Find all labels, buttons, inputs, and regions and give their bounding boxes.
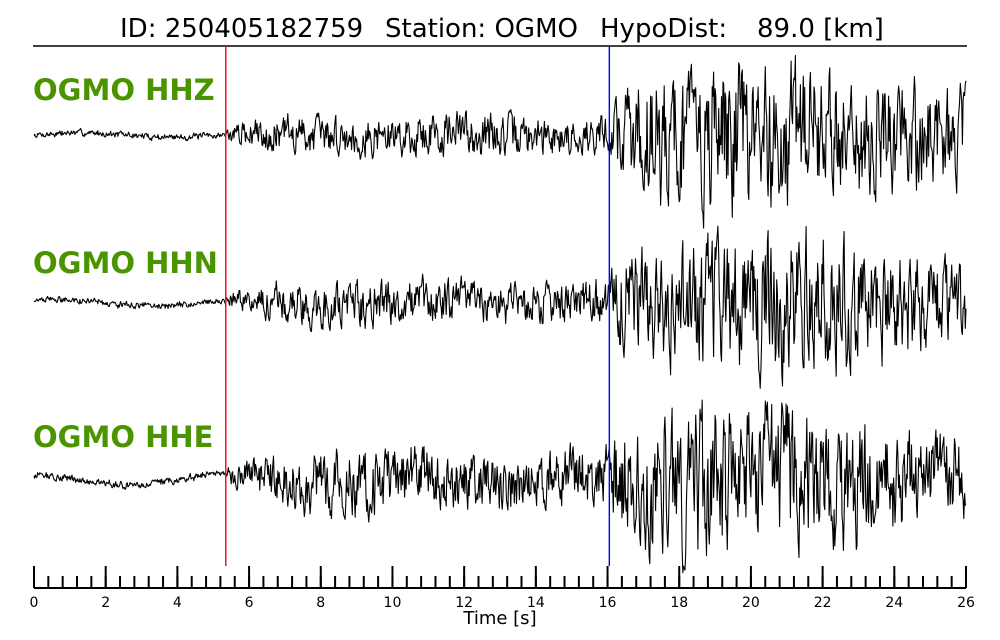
waveform-line: [33, 54, 967, 229]
trace-panel: OGMO HHN: [33, 225, 967, 389]
x-tick-label: 0: [30, 595, 39, 611]
trace-panel: OGMO HHE: [33, 399, 967, 574]
phase-picks: [225, 46, 611, 566]
x-tick-label: 10: [384, 595, 402, 611]
time-axis: 0 2 4 6 8 10 12 14 16 18 20 22 24 26: [30, 566, 975, 611]
title-event-id: ID: 250405182759: [120, 14, 363, 44]
figure-title: ID: 250405182759 Station: OGMO HypoDist:…: [120, 14, 884, 44]
waveform-line: [33, 399, 967, 574]
waveform-line: [33, 225, 967, 389]
x-tick-label: 8: [316, 595, 325, 611]
x-axis-label: Time [s]: [462, 608, 536, 629]
x-tick-label: 24: [885, 595, 903, 611]
x-tick-label: 16: [599, 595, 617, 611]
x-tick-label: 12: [455, 595, 473, 611]
channel-label: OGMO HHN: [33, 246, 218, 280]
trace-panel: OGMO HHZ: [33, 54, 967, 229]
x-tick-label: 26: [957, 595, 975, 611]
title-station: Station: OGMO: [385, 14, 578, 44]
x-tick-label: 4: [173, 595, 182, 611]
channel-label: OGMO HHE: [33, 420, 213, 454]
x-tick-label: 6: [245, 595, 254, 611]
channel-label: OGMO HHZ: [33, 73, 215, 107]
x-tick-label: 22: [814, 595, 832, 611]
trace-panels: OGMO HHZ OGMO HHN OGMO HHE: [33, 54, 967, 574]
x-tick-label: 20: [742, 595, 760, 611]
x-tick-label: 18: [670, 595, 688, 611]
title-hypodist-value: 89.0 [km]: [757, 14, 884, 44]
x-tick-label: 2: [101, 595, 110, 611]
x-tick-label: 14: [527, 595, 545, 611]
title-hypodist-label: HypoDist:: [600, 14, 727, 44]
